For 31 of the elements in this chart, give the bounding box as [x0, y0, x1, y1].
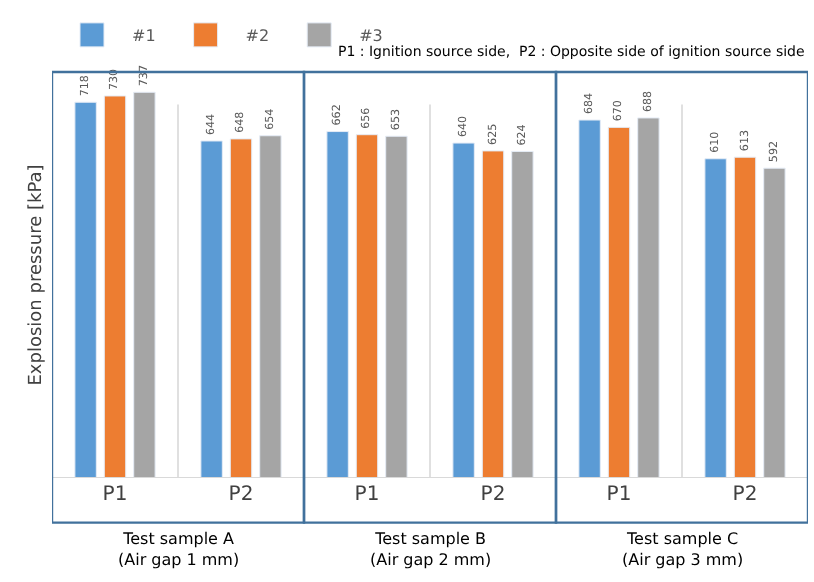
bar	[74, 101, 97, 478]
legend-label: #2	[245, 27, 270, 46]
bar	[578, 119, 601, 478]
x-tick-label: P1	[354, 484, 380, 506]
bar	[229, 138, 253, 478]
bar	[326, 131, 349, 478]
bar	[763, 167, 786, 478]
bar	[385, 135, 408, 478]
text: Test sample C (Air gap 3 mm)	[622, 530, 744, 569]
bar	[481, 150, 505, 478]
bar	[733, 156, 757, 478]
bar	[355, 134, 379, 478]
x-tick-label: P1	[606, 484, 632, 506]
text: Test sample A (Air gap 1 mm)	[118, 530, 240, 569]
bar	[103, 95, 127, 478]
text: Test sample B (Air gap 2 mm)	[370, 530, 492, 569]
bar	[259, 135, 282, 478]
bar	[452, 142, 475, 478]
legend-label: #3	[359, 27, 383, 46]
bar	[637, 117, 660, 478]
legend-label: #1	[132, 27, 156, 46]
bar	[200, 140, 223, 478]
x-tick-label: P2	[480, 484, 506, 506]
bar	[511, 150, 534, 478]
bar	[704, 158, 727, 478]
x-tick-label: P1	[102, 484, 128, 506]
bar	[133, 91, 156, 478]
y-axis-title: Explosion pressure [kPa]	[26, 164, 47, 386]
bar	[607, 126, 631, 478]
x-tick-label: P2	[228, 484, 254, 506]
x-tick-label: P2	[732, 484, 758, 506]
